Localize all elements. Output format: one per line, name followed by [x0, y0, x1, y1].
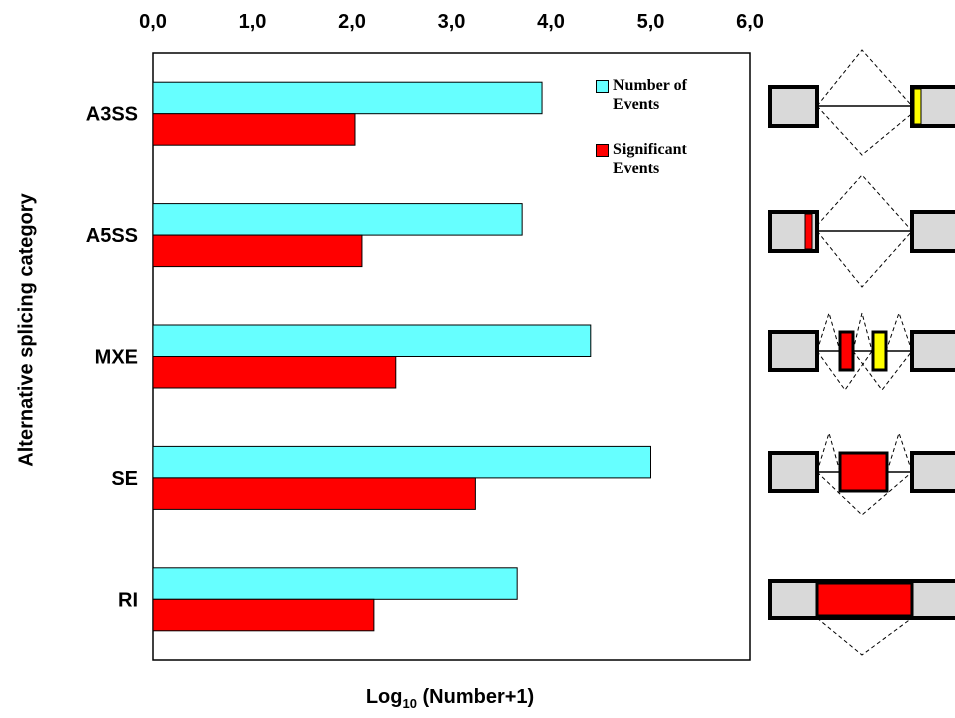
bar: [153, 114, 355, 146]
x-tick-label: 4,0: [537, 11, 565, 33]
x-tick-label: 5,0: [637, 11, 665, 33]
chart: Log10 (Number+1) Alternative splicing ca…: [0, 0, 955, 718]
bars: [153, 82, 651, 631]
x-axis-label: Log10 (Number+1): [366, 686, 534, 711]
y-tick-label: RI: [118, 589, 138, 611]
y-tick-label: MXE: [95, 347, 138, 369]
bar: [153, 599, 374, 631]
diagram-a3ss: [770, 50, 955, 155]
x-tick-label: 2,0: [338, 11, 366, 33]
y-tick-label: SE: [111, 468, 138, 490]
legend-label: Significant Events: [613, 140, 713, 178]
y-tick-label: A5SS: [86, 225, 138, 247]
x-tick-label: 0,0: [139, 11, 167, 33]
page: {"chart_data": {"type": "hbar", "xlabel"…: [0, 0, 955, 718]
bar: [153, 446, 651, 478]
bar: [153, 478, 475, 510]
diagram-ri: [770, 581, 955, 655]
bar: [153, 204, 522, 236]
x-tick-label: 6,0: [736, 11, 764, 33]
x-tick-label: 3,0: [438, 11, 466, 33]
bar: [153, 357, 396, 389]
legend-item: Significant Events: [596, 140, 726, 178]
bar: [153, 568, 517, 600]
splicing-diagrams: [770, 50, 955, 655]
bar: [153, 82, 542, 114]
diagram-se: [770, 433, 955, 515]
legend-swatch: [596, 80, 609, 93]
legend-item: Number of Events: [596, 76, 726, 114]
x-tick-label: 1,0: [239, 11, 267, 33]
diagram-a5ss: [770, 175, 955, 287]
bar: [153, 235, 362, 267]
legend-swatch: [596, 144, 609, 157]
diagram-mxe: [770, 313, 955, 390]
y-tick-label: A3SS: [86, 104, 138, 126]
legend: Number of Events Significant Events: [596, 76, 726, 204]
bar: [153, 325, 591, 357]
legend-label: Number of Events: [613, 76, 713, 114]
y-axis-label: Alternative splicing category: [15, 192, 37, 466]
